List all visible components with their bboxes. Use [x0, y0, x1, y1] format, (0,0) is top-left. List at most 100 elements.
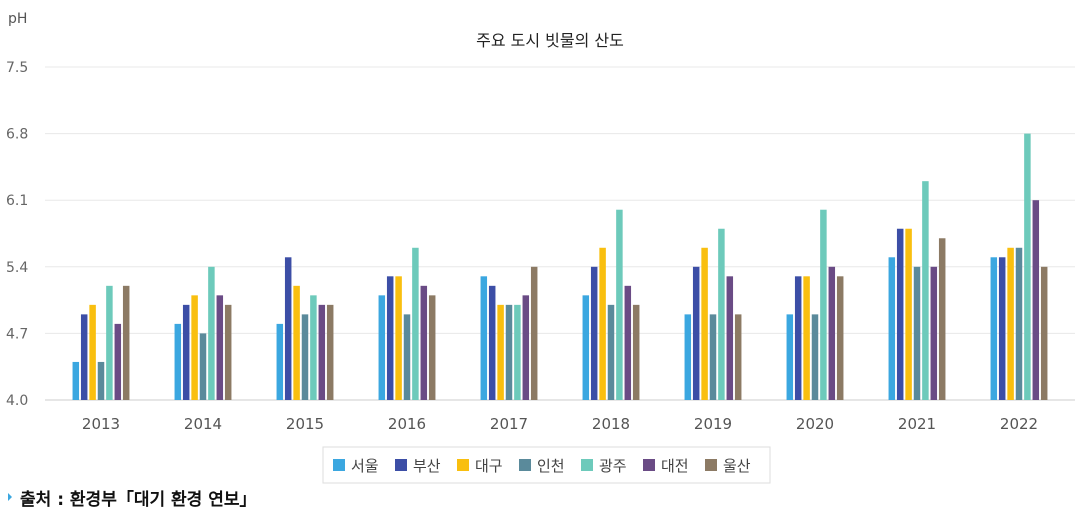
bar-2022-인천: [1015, 247, 1023, 400]
bar-2016-대전: [420, 285, 428, 400]
x-tick-label: 2016: [388, 415, 426, 433]
bar-2022-부산: [998, 257, 1006, 400]
bar-2020-서울: [786, 314, 794, 400]
chart-title: 주요 도시 빗물의 산도: [476, 31, 624, 50]
bar-2022-대전: [1032, 200, 1040, 400]
x-tick-label: 2021: [898, 415, 936, 433]
legend-item: 인천: [519, 457, 565, 475]
bar-2022-광주: [1024, 133, 1031, 400]
y-axis-unit-label: pH: [8, 11, 27, 27]
bar-2018-광주: [616, 209, 623, 400]
legend-swatch: [581, 459, 593, 471]
grid-lines: [45, 66, 1075, 401]
x-tick-label: 2014: [184, 415, 222, 433]
bar-2020-대구: [803, 276, 810, 400]
legend-label: 부산: [413, 457, 441, 475]
legend-label: 대전: [661, 457, 689, 475]
bar-2018-울산: [632, 304, 640, 400]
bar-2016-울산: [428, 295, 436, 400]
legend-swatch: [705, 459, 717, 471]
bar-2019-서울: [684, 314, 692, 400]
bar-2017-대구: [497, 304, 504, 400]
y-tick-labels: 4.0 4.7 5.4 6.1 6.8 7.5: [6, 60, 28, 409]
bar-2013-대구: [89, 304, 96, 400]
bar-2016-서울: [378, 295, 386, 400]
bar-2019-대전: [726, 276, 734, 400]
legend-item: 대전: [643, 457, 689, 475]
bar-2020-대전: [828, 266, 836, 400]
bar-2017-서울: [480, 276, 488, 400]
y-tick-label: 4.0: [6, 393, 28, 409]
source-marker-icon: [8, 493, 12, 501]
legend-swatch: [643, 459, 655, 471]
bar-2020-광주: [820, 209, 827, 400]
bar-2020-부산: [794, 276, 802, 400]
x-tick-label: 2015: [286, 415, 324, 433]
bar-2021-서울: [888, 257, 896, 400]
legend-label: 서울: [351, 457, 379, 475]
bar-2017-광주: [514, 304, 521, 400]
bar-2021-울산: [938, 238, 946, 400]
source-text: 출처 : 환경부「대기 환경 연보」: [20, 489, 257, 510]
bar-2022-울산: [1040, 266, 1048, 400]
legend-item: 대구: [457, 457, 503, 475]
legend-swatch: [333, 459, 345, 471]
bar-2013-인천: [97, 361, 105, 400]
bar-2018-서울: [582, 295, 590, 400]
bar-2021-광주: [922, 181, 929, 400]
bar-2018-부산: [590, 266, 598, 400]
legend-label: 대구: [475, 457, 503, 475]
bar-2015-대구: [293, 285, 300, 400]
bar-2013-서울: [72, 361, 80, 400]
bar-2015-대전: [318, 304, 326, 400]
bar-2021-인천: [913, 266, 921, 400]
bar-2015-울산: [326, 304, 334, 400]
legend-item: 울산: [705, 457, 751, 475]
bar-2017-인천: [505, 304, 513, 400]
bar-2017-대전: [522, 295, 530, 400]
bar-2014-인천: [199, 333, 207, 400]
bar-2015-서울: [276, 323, 284, 400]
legend-item: 광주: [581, 457, 627, 475]
y-tick-label: 7.5: [6, 60, 28, 76]
bar-2014-대구: [191, 295, 198, 400]
x-tick-label: 2020: [796, 415, 834, 433]
y-tick-label: 6.8: [6, 127, 28, 143]
bar-2016-대구: [395, 276, 402, 400]
bar-2015-부산: [284, 257, 292, 400]
bar-2021-대구: [905, 228, 912, 400]
y-tick-label: 5.4: [6, 260, 28, 276]
y-tick-label: 6.1: [6, 193, 28, 209]
bar-2022-서울: [990, 257, 998, 400]
legend-label: 울산: [723, 457, 751, 475]
bar-2019-광주: [718, 228, 725, 400]
y-tick-label: 4.7: [6, 326, 28, 342]
x-tick-label: 2013: [82, 415, 120, 433]
legend: 서울 부산 대구 인천 광주 대전 울산: [322, 446, 771, 484]
bar-2013-대전: [114, 323, 122, 400]
bar-2013-부산: [80, 314, 88, 400]
bar-2014-부산: [182, 304, 190, 400]
bar-2018-인천: [607, 304, 615, 400]
bar-2020-울산: [836, 276, 844, 400]
bar-2019-부산: [692, 266, 700, 400]
source-note: 출처 : 환경부「대기 환경 연보」: [8, 489, 257, 510]
bar-2014-대전: [216, 295, 224, 400]
x-tick-label: 2022: [1000, 415, 1038, 433]
bar-2013-울산: [122, 285, 130, 400]
bar-2018-대전: [624, 285, 632, 400]
bar-2017-울산: [530, 266, 538, 400]
bar-2016-광주: [412, 247, 419, 400]
legend-swatch: [395, 459, 407, 471]
bar-2020-인천: [811, 314, 819, 400]
bar-2016-인천: [403, 314, 411, 400]
legend-item: 서울: [333, 457, 379, 475]
bar-2019-대구: [701, 247, 708, 400]
bar-2013-광주: [106, 285, 113, 400]
bar-2014-광주: [208, 266, 215, 400]
bar-2019-인천: [709, 314, 717, 400]
bar-2022-대구: [1007, 247, 1014, 400]
bar-2017-부산: [488, 285, 496, 400]
